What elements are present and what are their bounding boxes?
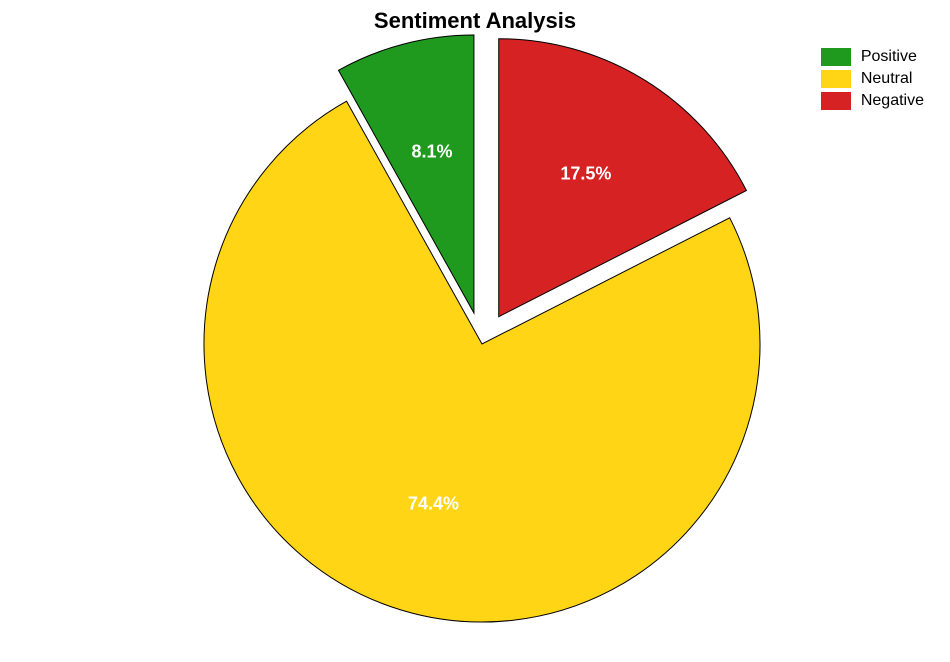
- slice-label-positive: 8.1%: [411, 141, 452, 162]
- slice-label-neutral: 74.4%: [408, 493, 459, 514]
- legend-label: Neutral: [861, 70, 913, 88]
- legend-item-positive: Positive: [821, 48, 924, 66]
- legend-item-negative: Negative: [821, 92, 924, 110]
- legend-label: Negative: [861, 92, 924, 110]
- pie-chart: [0, 0, 950, 662]
- slice-label-negative: 17.5%: [560, 164, 611, 185]
- legend-label: Positive: [861, 48, 917, 66]
- legend: Positive Neutral Negative: [821, 48, 924, 114]
- legend-item-neutral: Neutral: [821, 70, 924, 88]
- legend-swatch-neutral: [821, 70, 851, 88]
- legend-swatch-positive: [821, 48, 851, 66]
- legend-swatch-negative: [821, 92, 851, 110]
